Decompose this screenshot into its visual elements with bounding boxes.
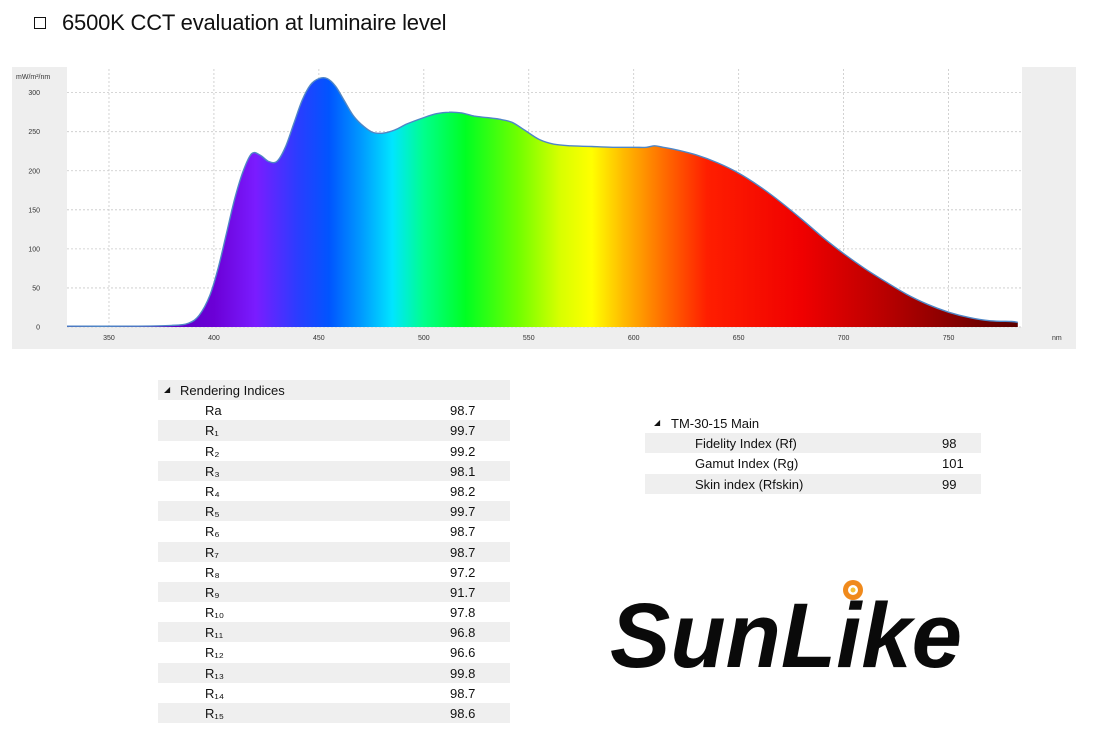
y-tick-label: 0 <box>36 325 40 332</box>
triangle-down-icon[interactable]: ◢ <box>164 385 171 394</box>
table-row: R₂ 99.2 <box>158 441 510 461</box>
row-value: 91.7 <box>450 584 476 600</box>
table-header-label: Rendering Indices <box>180 383 285 398</box>
table-row: Ra 98.7 <box>158 400 510 420</box>
checkbox-icon <box>34 17 46 29</box>
row-name: R₄ <box>205 483 220 499</box>
table-row: R₁₃ 99.8 <box>158 662 510 683</box>
triangle-down-icon[interactable]: ◢ <box>654 418 661 427</box>
table-row: R₆ 98.7 <box>158 521 510 541</box>
row-name: R₈ <box>205 564 220 580</box>
page-heading: 6500K CCT evaluation at luminaire level <box>34 8 447 38</box>
spectrum-area <box>67 77 1018 327</box>
row-value: 96.8 <box>450 625 476 641</box>
table-row: Skin index (Rfskin) 99 <box>645 473 981 494</box>
y-tick-label: 150 <box>28 207 40 214</box>
row-name: R₅ <box>205 504 220 520</box>
spectrum-line <box>66 77 1018 327</box>
row-value: 98.6 <box>450 706 476 721</box>
row-value: 98.2 <box>450 483 476 499</box>
y-axis-label: mW/m²/nm <box>16 74 50 81</box>
row-name: R₁₁ <box>205 625 224 641</box>
row-name: Fidelity Index (Rf) <box>695 436 797 452</box>
x-tick-label: 700 <box>838 335 850 342</box>
row-value: 97.2 <box>450 564 476 580</box>
row-name: R₉ <box>205 584 220 600</box>
x-tick-label: 750 <box>943 335 955 342</box>
sun-icon <box>843 580 863 600</box>
row-name: R₁₄ <box>205 685 225 701</box>
x-tick-label: 500 <box>418 335 430 342</box>
x-tick-label: 550 <box>523 335 535 342</box>
row-value: 98.7 <box>450 685 476 701</box>
y-tick-label: 300 <box>28 90 40 97</box>
table-row: R₃ 98.1 <box>158 460 510 481</box>
left-axis-panel <box>12 67 67 349</box>
table-row: R₄ 98.2 <box>158 481 510 501</box>
row-name: R₁₅ <box>205 706 225 721</box>
table-row: R₁₅ 98.6 <box>158 703 510 724</box>
table-row: Fidelity Index (Rf) 98 <box>645 433 981 454</box>
table-row: R₁₀ 97.8 <box>158 602 510 622</box>
row-value: 101 <box>942 456 964 472</box>
x-tick-label: 650 <box>733 335 745 342</box>
row-name: R₁₀ <box>205 605 225 621</box>
table-row: R₉ 91.7 <box>158 581 510 603</box>
row-name: R₃ <box>205 463 220 479</box>
row-value: 98.7 <box>450 524 476 540</box>
row-value: 99.8 <box>450 665 476 681</box>
table-row: R₇ 98.7 <box>158 541 510 562</box>
row-value: 96.6 <box>450 645 476 661</box>
sunlike-logo: SunLike <box>610 580 962 676</box>
table-row: R₅ 99.7 <box>158 501 510 522</box>
row-value: 98.1 <box>450 463 476 479</box>
table-row: R₁₄ 98.7 <box>158 683 510 703</box>
x-tick-label: 600 <box>628 335 640 342</box>
rendering-indices-table: ◢ Rendering Indices Ra 98.7 R₁ 99.7 R₂ 99.2 R₃… <box>158 380 510 724</box>
y-tick-label: 50 <box>32 285 40 292</box>
row-value: 99 <box>942 476 957 492</box>
row-name: R₁₃ <box>205 665 225 681</box>
row-name: R₁ <box>205 423 219 439</box>
row-value: 98 <box>942 436 957 452</box>
x-axis-ticks: 350 400 450 500 550 600 650 700 750 <box>103 335 954 342</box>
tm30-table: ◢ TM-30-15 Main Fidelity Index (Rf) 98 Gam… <box>645 413 981 494</box>
row-value: 99.7 <box>450 423 476 439</box>
bottom-axis-panel <box>12 327 1076 349</box>
spectrum-chart: 350 400 450 500 550 600 650 700 750 0 50 100 150 200… <box>12 67 1076 349</box>
y-tick-label: 200 <box>28 168 40 175</box>
table-row: R₁₂ 96.6 <box>158 642 510 662</box>
x-tick-label: 350 <box>103 335 115 342</box>
table-header[interactable]: ◢ TM-30-15 Main <box>645 413 981 433</box>
row-name: R₆ <box>205 524 220 540</box>
table-row: R₁ 99.7 <box>158 420 510 441</box>
row-name: R₂ <box>205 443 220 459</box>
y-tick-label: 250 <box>28 129 40 136</box>
row-name: R₇ <box>205 544 219 560</box>
table-row: Gamut Index (Rg) 101 <box>645 453 981 473</box>
y-axis-ticks: 0 50 100 150 200 250 300 <box>28 90 40 331</box>
row-name: Gamut Index (Rg) <box>695 456 799 472</box>
row-value: 99.2 <box>450 443 476 459</box>
y-tick-label: 100 <box>28 246 40 253</box>
right-axis-panel <box>1022 67 1076 349</box>
page-title: 6500K CCT evaluation at luminaire level <box>62 10 447 35</box>
row-value: 98.7 <box>450 544 476 560</box>
row-value: 97.8 <box>450 605 476 621</box>
logo-text: SunLike <box>610 585 962 676</box>
x-axis-label: nm <box>1052 335 1062 342</box>
table-row: R₁₁ 96.8 <box>158 622 510 643</box>
row-value: 98.7 <box>450 403 476 419</box>
row-name: R₁₂ <box>205 645 224 661</box>
table-row: R₈ 97.2 <box>158 562 510 582</box>
row-value: 99.7 <box>450 504 476 520</box>
table-header[interactable]: ◢ Rendering Indices <box>158 380 510 401</box>
table-header-label: TM-30-15 Main <box>671 416 760 431</box>
x-tick-label: 400 <box>208 335 220 342</box>
row-name: Ra <box>205 403 222 419</box>
x-tick-label: 450 <box>313 335 325 342</box>
row-name: Skin index (Rfskin) <box>695 476 804 492</box>
